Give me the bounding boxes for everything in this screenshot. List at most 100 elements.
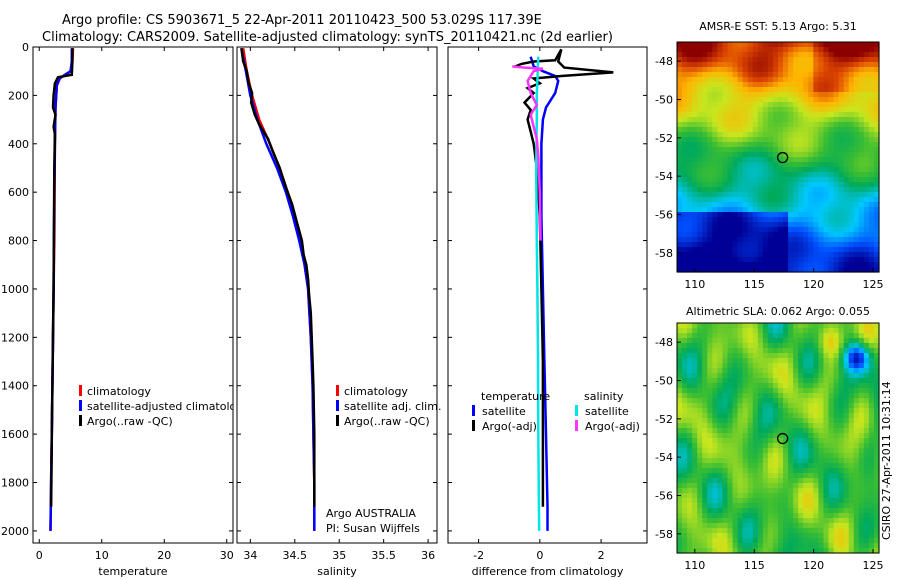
map-cell (677, 458, 683, 464)
map-cell (843, 328, 850, 334)
map-cell (843, 107, 850, 113)
map-cell (803, 398, 809, 404)
map-cell (732, 378, 739, 384)
map-cell (772, 433, 779, 439)
map-cell (752, 463, 759, 469)
map-cell (823, 107, 830, 113)
map-cell (722, 423, 729, 429)
map-cell (742, 473, 749, 479)
map-cell (863, 107, 870, 113)
map-cell (858, 57, 865, 63)
map-cell (712, 383, 718, 389)
map-cell (843, 217, 850, 223)
map-cell (868, 127, 875, 133)
map-cell (677, 42, 683, 48)
map-cell (732, 328, 739, 334)
map-cell (687, 363, 693, 369)
map-cell (747, 52, 754, 58)
map-cell (742, 338, 749, 344)
map-cell (732, 52, 739, 58)
map-cell (858, 257, 865, 263)
map-cell (833, 102, 840, 108)
map-cell (742, 463, 749, 469)
map-cell (863, 408, 870, 414)
map-cell (742, 513, 749, 519)
map-cell (853, 67, 860, 73)
map-cell (747, 182, 754, 188)
map-cell (722, 428, 729, 434)
map-cell (838, 232, 845, 238)
map-cell (772, 438, 779, 444)
map-cell (742, 187, 749, 193)
map-y-tick-label: -58 (655, 247, 673, 260)
map-cell (873, 433, 880, 439)
map-cell (818, 217, 825, 223)
map-cell (677, 388, 683, 394)
map-cell (767, 252, 774, 258)
map-cell (692, 177, 698, 183)
map-cell (697, 353, 703, 359)
map-cell (722, 262, 729, 268)
map-cell (737, 242, 744, 248)
map-cell (677, 328, 683, 334)
map-cell (813, 227, 819, 233)
map-cell (677, 338, 683, 344)
map-cell (868, 187, 875, 193)
map-cell (757, 508, 764, 514)
map-cell (757, 92, 764, 98)
map-cell (697, 167, 703, 173)
map-cell (687, 222, 693, 228)
map-cell (677, 162, 683, 168)
map-cell (783, 87, 789, 93)
map-cell (808, 257, 814, 263)
map-cell (767, 353, 774, 359)
map-cell (682, 418, 688, 424)
map-cell (783, 333, 789, 339)
map-cell (783, 468, 789, 474)
y-tick-label: 800 (8, 235, 29, 248)
map-cell (772, 518, 779, 524)
map-cell (717, 463, 724, 469)
map-cell (853, 503, 860, 509)
map-cell (858, 383, 865, 389)
map-cell (778, 172, 784, 178)
map-cell (858, 483, 865, 489)
map-cell (853, 403, 860, 409)
map-cell (727, 92, 734, 98)
map-cell (833, 488, 840, 494)
map-cell (778, 368, 784, 374)
map-cell (778, 478, 784, 484)
map-cell (707, 488, 713, 494)
map-cell (843, 323, 850, 329)
map-cell (762, 92, 769, 98)
map-cell (772, 42, 779, 48)
map-cell (682, 237, 688, 243)
map-cell (858, 182, 865, 188)
map-cell (803, 222, 809, 228)
map-cell (737, 518, 744, 524)
map-cell (772, 222, 779, 228)
map-cell (772, 533, 779, 539)
map-cell (682, 478, 688, 484)
map-cell (863, 192, 870, 198)
map-cell (808, 182, 814, 188)
map-cell (783, 398, 789, 404)
map-cell (677, 182, 683, 188)
map-cell (803, 177, 809, 183)
map-cell (818, 498, 825, 504)
legend-label: satellite-adjusted climatology (87, 400, 250, 413)
map-cell (767, 453, 774, 459)
map-cell (707, 262, 713, 268)
map-cell (823, 483, 830, 489)
map-cell (778, 493, 784, 499)
map-cell (868, 433, 875, 439)
map-cell (783, 498, 789, 504)
map-cell (853, 147, 860, 153)
map-cell (808, 237, 814, 243)
map-cell (858, 368, 865, 374)
map-cell (742, 393, 749, 399)
map-cell (813, 252, 819, 258)
map-cell (803, 247, 809, 253)
map-cell (732, 463, 739, 469)
map-cell (778, 398, 784, 404)
